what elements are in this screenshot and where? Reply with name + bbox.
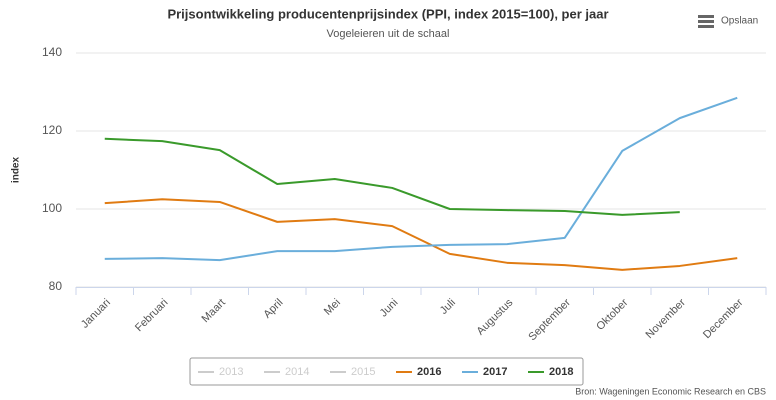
legend-item[interactable]: 2014 [264, 366, 309, 378]
menu-icon-bar [698, 15, 714, 18]
legend-label[interactable]: 2013 [219, 366, 243, 378]
legend-item[interactable]: 2015 [330, 366, 375, 378]
menu-icon-bar [698, 20, 714, 23]
series-line [104, 137, 680, 216]
legend-label[interactable]: 2018 [549, 366, 573, 378]
legend-label[interactable]: 2015 [351, 366, 375, 378]
legend-item[interactable]: 2013 [198, 366, 243, 378]
chart-title: Prijsontwikkeling producentenprijsindex … [167, 6, 608, 21]
x-tick-label: Januari [79, 297, 113, 331]
x-tick-label: Maart [200, 297, 228, 325]
x-tick-label: Juli [438, 297, 458, 317]
legend-item[interactable]: 2016 [396, 366, 441, 378]
y-tick-label: 120 [42, 123, 62, 137]
menu-button[interactable]: Opslaan [698, 15, 758, 28]
y-tick-label: 100 [42, 201, 62, 215]
x-tick-label: December [701, 296, 746, 341]
legend-item[interactable]: 2017 [462, 366, 507, 378]
legend-item[interactable]: 2018 [528, 366, 573, 378]
y-tick-label: 80 [49, 279, 63, 293]
x-tick-label: Augustus [475, 296, 516, 337]
legend-label[interactable]: 2017 [483, 366, 507, 378]
x-tick-label: September [526, 296, 573, 343]
legend-box [189, 357, 584, 386]
menu-icon-bar [698, 25, 714, 28]
x-tick-label: Februari [133, 297, 170, 334]
x-tick-label: April [261, 297, 285, 321]
series-line [104, 198, 738, 271]
y-axis-label: index [11, 157, 22, 184]
series-line [104, 96, 738, 262]
x-tick-label: Juni [378, 297, 401, 320]
x-tick-label: Oktober [594, 296, 630, 332]
legend-label[interactable]: 2014 [285, 366, 309, 378]
source-note: Bron: Wageningen Economic Research en CB… [575, 386, 766, 396]
legend-label[interactable]: 2016 [417, 366, 441, 378]
x-tick-label: Mei [322, 297, 343, 318]
y-tick-label: 140 [42, 45, 62, 59]
menu-label[interactable]: Opslaan [721, 16, 758, 27]
x-tick-label: November [644, 296, 689, 341]
chart-subtitle: Vogeleieren uit de schaal [327, 28, 450, 40]
